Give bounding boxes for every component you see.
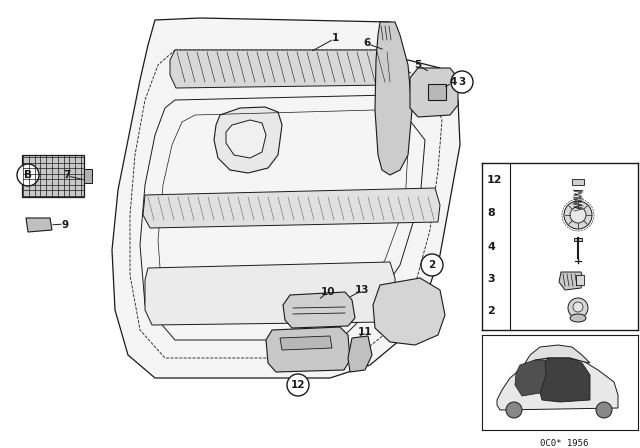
- Ellipse shape: [570, 314, 586, 322]
- Polygon shape: [112, 18, 460, 378]
- Bar: [84, 169, 92, 183]
- Polygon shape: [145, 262, 395, 325]
- Text: 13: 13: [355, 285, 369, 295]
- Bar: [574, 238, 582, 241]
- Circle shape: [570, 207, 586, 223]
- Polygon shape: [497, 358, 618, 410]
- Text: 6: 6: [364, 38, 371, 48]
- Polygon shape: [170, 50, 393, 88]
- Text: 8: 8: [487, 208, 495, 218]
- Text: 3: 3: [458, 77, 466, 87]
- Text: 4: 4: [487, 242, 495, 252]
- Polygon shape: [515, 360, 546, 396]
- Circle shape: [596, 402, 612, 418]
- Polygon shape: [559, 272, 583, 290]
- Text: 12: 12: [291, 380, 305, 390]
- Text: 1: 1: [332, 33, 339, 43]
- Text: 2: 2: [428, 260, 436, 270]
- Text: 3: 3: [487, 274, 495, 284]
- Polygon shape: [266, 327, 350, 372]
- Text: 7: 7: [63, 170, 70, 180]
- Bar: [22, 155, 84, 197]
- Polygon shape: [522, 345, 590, 368]
- Text: 11: 11: [358, 327, 372, 337]
- Circle shape: [287, 374, 309, 396]
- Polygon shape: [214, 107, 282, 173]
- Circle shape: [564, 201, 592, 229]
- Polygon shape: [538, 358, 590, 402]
- Circle shape: [451, 71, 473, 93]
- Circle shape: [421, 254, 443, 276]
- Circle shape: [17, 164, 39, 186]
- Circle shape: [573, 302, 583, 312]
- Text: 12: 12: [487, 175, 502, 185]
- Bar: [572, 179, 584, 185]
- Text: 10: 10: [321, 287, 335, 297]
- Text: 4: 4: [449, 77, 457, 87]
- Polygon shape: [348, 336, 372, 372]
- Text: 9: 9: [61, 220, 68, 230]
- Circle shape: [568, 298, 588, 318]
- Polygon shape: [410, 68, 458, 117]
- Text: B: B: [24, 170, 32, 180]
- Polygon shape: [143, 188, 440, 228]
- Bar: [576, 275, 584, 285]
- Polygon shape: [283, 292, 355, 328]
- Text: 0C0* 1956: 0C0* 1956: [540, 439, 588, 448]
- Polygon shape: [375, 22, 412, 175]
- Polygon shape: [373, 278, 445, 345]
- Text: 2: 2: [487, 306, 495, 316]
- Circle shape: [506, 402, 522, 418]
- Polygon shape: [226, 120, 266, 158]
- Polygon shape: [26, 218, 52, 232]
- Text: 5: 5: [414, 60, 422, 70]
- Bar: [428, 84, 446, 100]
- Polygon shape: [280, 336, 332, 350]
